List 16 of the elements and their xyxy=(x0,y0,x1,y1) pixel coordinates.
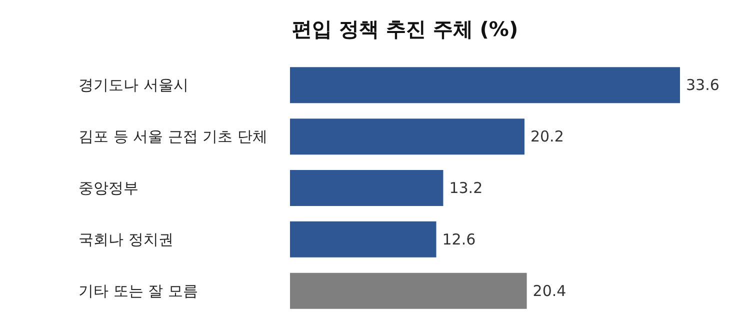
y-tick-label: 기타 또는 잘 모름 xyxy=(78,282,198,300)
bar xyxy=(290,170,444,206)
data-label: 33.6 xyxy=(686,76,720,94)
bar xyxy=(290,118,524,155)
y-tick-label: 중앙정부 xyxy=(78,179,138,197)
data-label: 13.2 xyxy=(449,179,483,197)
bar xyxy=(290,67,680,104)
y-tick-label: 경기도나 서울시 xyxy=(78,76,188,94)
bar xyxy=(290,272,527,309)
chart-title: 편입 정책 추진 주체 (%) xyxy=(292,17,518,41)
bar xyxy=(290,221,436,258)
y-tick-label: 김포 등 서울 근접 기초 단체 xyxy=(78,128,268,146)
data-label: 20.4 xyxy=(532,282,566,300)
data-label: 20.2 xyxy=(530,128,564,146)
data-label: 12.6 xyxy=(442,230,476,248)
y-tick-label: 국회나 정치권 xyxy=(78,230,174,248)
